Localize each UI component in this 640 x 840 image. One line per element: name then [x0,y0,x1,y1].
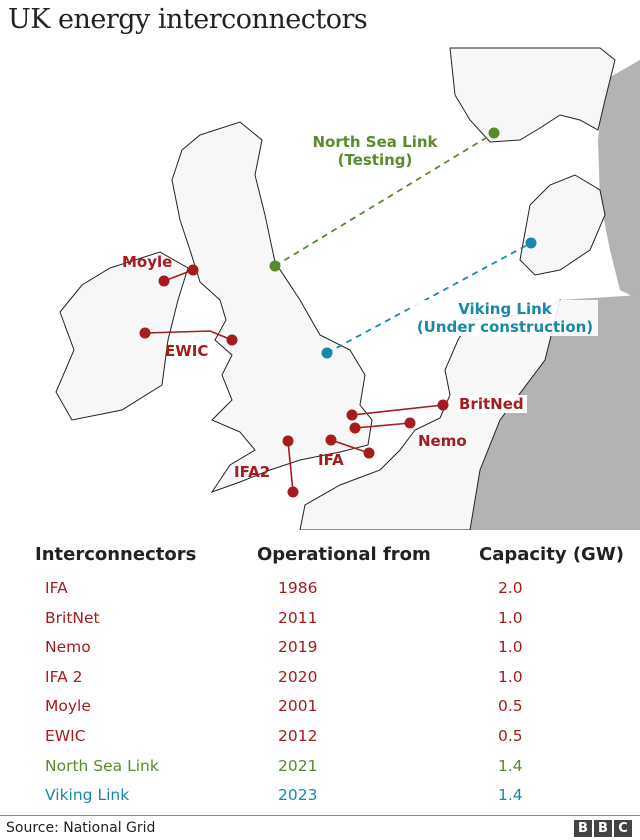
label-moyle: Moyle [122,253,173,271]
link-endpoint-ewic-start [139,327,151,339]
label-britned: BritNed [456,395,527,413]
table-cell-name: EWIC [45,727,86,745]
link-line-britned [351,404,444,416]
table-cell-year: 2020 [278,667,318,686]
table-cell-capacity: 2.0 [498,579,523,597]
label-ewic: EWIC [165,342,209,360]
interconnector-lines [139,127,537,498]
header-interconnectors: Interconnectors [35,544,197,565]
page-title: UK energy interconnectors [8,4,368,35]
land-continent [299,298,561,530]
table-cell-capacity: 1.0 [498,638,523,657]
table-cell-year: 2019 [278,638,318,657]
map [55,47,640,530]
link-endpoint-britned-start [346,409,358,421]
label-viking-link: Viking Link (Under construction) [412,300,598,336]
footer-divider [0,815,640,816]
header-capacity: Capacity (GW) [479,544,624,565]
link-endpoint-britned-end [437,399,449,411]
table-cell-capacity: 1.4 [498,756,523,775]
land-norway [449,47,616,143]
table-cell-year: 1986 [278,579,318,597]
table-cell-name: BritNet [45,608,100,627]
north-sea-link-status: (Testing) [337,151,413,169]
link-endpoint-nemo-start [349,422,361,434]
viking-link-name: Viking Link [458,300,552,318]
table-cell-year: 2023 [278,786,318,805]
table-cell-name: North Sea Link [45,756,159,775]
link-endpoint-ifa2-end [287,486,299,498]
link-endpoint-north-sea-link-start [269,260,281,272]
table-cell-name: IFA 2 [45,667,83,686]
table-cell-name: Viking Link [45,786,130,805]
label-nemo: Nemo [418,432,467,450]
link-line-viking-link [326,242,532,354]
table-cell-name: Nemo [45,638,91,657]
link-line-ifa [330,439,370,454]
bbc-logo: B B C [574,820,632,837]
link-endpoint-ifa-end [363,447,375,459]
link-endpoint-ifa2-start [282,435,294,447]
bbc-logo-b2: B [594,820,612,837]
bbc-logo-b1: B [574,820,592,837]
table-cell-year: 2011 [278,608,318,627]
table-cell-capacity: 1.0 [498,667,523,686]
label-ifa2: IFA2 [234,463,271,481]
link-line-nemo [354,422,411,429]
link-endpoint-north-sea-link-end [488,127,500,139]
table-cell-year: 2021 [278,756,318,775]
link-line-north-sea-link [274,132,495,267]
land-denmark [519,174,606,276]
table-cell-name: IFA [45,579,68,597]
label-north-sea-link: North Sea Link (Testing) [310,133,440,169]
table-cell-capacity: 1.4 [498,786,523,805]
table-cell-name: Moyle [45,697,91,716]
land-great-britain [171,121,373,493]
land-sweden [598,60,640,300]
table-cell-year: 2012 [278,727,318,745]
table-cell-capacity: 1.0 [498,608,523,627]
table-cell-capacity: 0.5 [498,727,523,745]
link-endpoint-ewic-end [226,334,238,346]
north-sea-link-name: North Sea Link [312,133,438,151]
link-endpoint-viking-link-start [321,347,333,359]
link-endpoint-ifa-start [325,434,337,446]
viking-link-status: (Under construction) [416,318,594,336]
land-germany [470,295,640,530]
table-cell-year: 2001 [278,697,318,716]
link-endpoint-nemo-end [404,417,416,429]
bbc-logo-c: C [614,820,632,837]
link-endpoint-viking-link-end [525,237,537,249]
link-line-ifa2 [287,440,294,493]
link-line-ewic [144,330,233,341]
source-text: Source: National Grid [6,820,156,836]
table-cell-capacity: 0.5 [498,697,523,716]
header-operational-from: Operational from [257,544,431,565]
label-ifa: IFA [318,451,344,469]
link-endpoint-moyle-start [158,275,170,287]
link-endpoint-moyle-end [187,264,199,276]
land-ireland [55,251,189,421]
